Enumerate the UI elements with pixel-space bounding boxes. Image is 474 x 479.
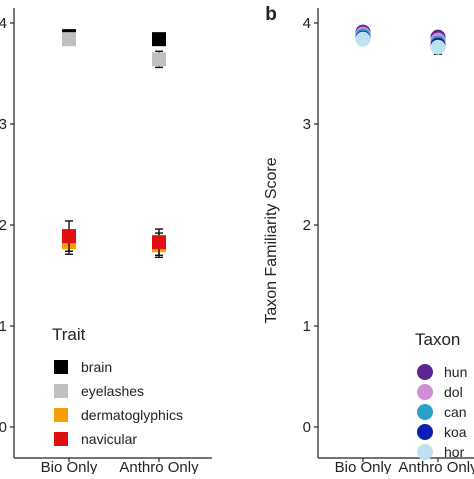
legend-key-dermatoglyphics [54,408,68,422]
legend-key-eyelashes [54,384,68,398]
y-tick-label: 1 [303,318,311,335]
legend-label: koa [444,424,467,440]
legend-key-brain [54,360,68,374]
legend-key-hun [417,364,433,380]
panel-label: b [265,4,277,25]
panel-b: 0 1 2 3 4 Bio Only Anthro Only Taxon Familiarit… [263,4,474,476]
data-point-eyelashes [62,32,76,47]
legend-title: Taxon [415,330,460,349]
panel-a: 0 1 2 3 4 Bio Only Anthro Only Trait brain eyelas… [0,8,212,476]
x-tick-label: Bio Only [41,459,98,474]
y-axis-title: Taxon Familiarity Score [263,157,280,323]
legend-label: eyelashes [81,383,144,399]
y-tick-label: 4 [303,15,311,32]
legend-key-hor [417,444,433,460]
legend-label: brain [81,359,112,375]
data-point-eyelashes [152,52,166,67]
x-tick-label: Anthro Only [398,459,474,474]
legend-label: navicular [81,431,137,447]
legend-label: hor [444,444,465,460]
data-point-navicular [152,235,166,250]
y-tick-label: 2 [0,217,7,234]
data-point-brain [152,32,166,47]
y-tick-label: 0 [0,419,7,436]
legend-title: Trait [52,325,86,344]
y-tick-label: 4 [0,15,7,32]
y-tick-label: 3 [0,116,7,133]
legend-key-koa [417,424,433,440]
legend-label: can [444,404,467,420]
legend-key-dol [417,384,433,400]
y-tick-label: 3 [303,116,311,133]
data-point-navicular [62,229,76,244]
legend-label: hun [444,364,467,380]
legend-label: dermatoglyphics [81,407,183,423]
y-tick-label: 1 [0,318,7,335]
y-tick-label: 2 [303,217,311,234]
data-point-hor [430,39,446,55]
legend-key-can [417,404,433,420]
y-tick-label: 0 [303,419,311,436]
legend-label: dol [444,384,463,400]
legend-key-navicular [54,432,68,446]
x-tick-label: Bio Only [335,459,392,474]
data-point-hor [355,31,371,47]
x-tick-label: Anthro Only [119,459,199,474]
